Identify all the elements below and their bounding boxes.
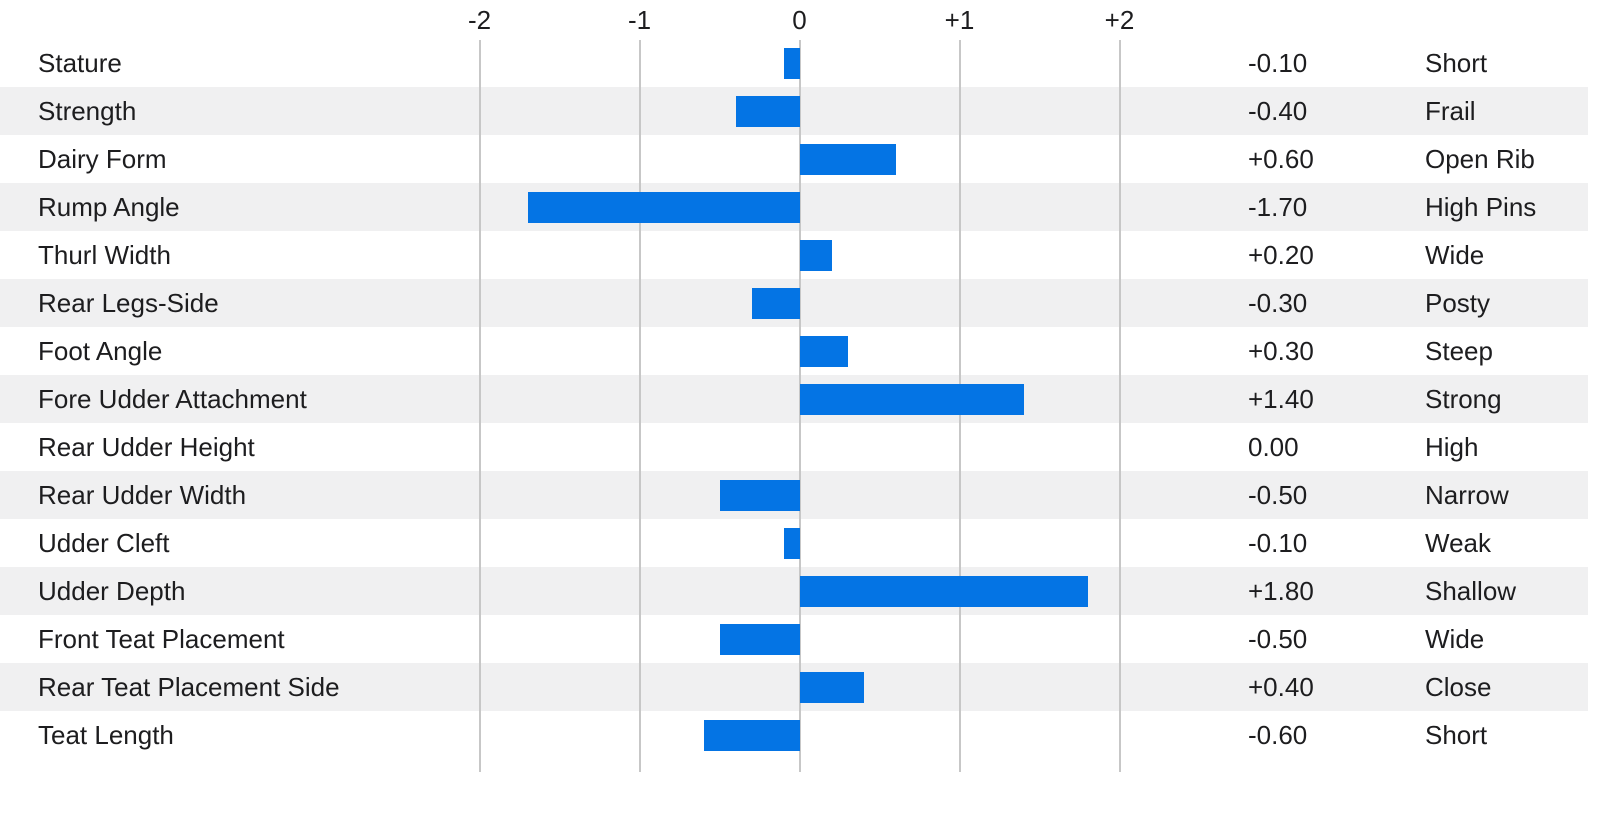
table-row: Rear Udder Height 0.00 High [0, 423, 1588, 471]
trait-label: Rear Udder Width [38, 480, 247, 510]
trait-descriptor: Steep [1425, 336, 1493, 366]
table-row: Udder Cleft -0.10 Weak [0, 519, 1588, 567]
trait-descriptor: High [1425, 432, 1479, 462]
trait-descriptor: Frail [1425, 96, 1476, 126]
trait-label: Fore Udder Attachment [38, 384, 307, 414]
trait-value: +0.30 [1248, 336, 1314, 366]
table-row: Rump Angle -1.70 High Pins [0, 183, 1588, 231]
trait-value-bar [799, 143, 896, 175]
trait-value-bar [783, 527, 800, 559]
table-row: Stature -0.10 Short [0, 39, 1588, 87]
table-row: Rear Teat Placement Side +0.40 Close [0, 663, 1588, 711]
trait-label: Stature [38, 48, 122, 78]
trait-label: Dairy Form [38, 144, 167, 174]
trait-label: Front Teat Placement [38, 624, 285, 654]
trait-descriptor: Wide [1425, 624, 1485, 654]
trait-value-bar [783, 47, 800, 79]
trait-value-bar [703, 719, 800, 751]
trait-value: +0.40 [1248, 672, 1314, 702]
x-axis-tick-label: +2 [1104, 5, 1135, 35]
trait-value-bar [751, 287, 800, 319]
trait-value: -0.10 [1248, 528, 1308, 558]
trait-descriptor: Strong [1425, 384, 1502, 414]
table-row: Front Teat Placement -0.50 Wide [0, 615, 1588, 663]
table-row: Rear Udder Width -0.50 Narrow [0, 471, 1588, 519]
trait-label: Thurl Width [38, 240, 171, 270]
trait-label: Rump Angle [38, 192, 180, 222]
x-axis-tick-label: -2 [467, 5, 492, 35]
table-row: Strength -0.40 Frail [0, 87, 1588, 135]
x-axis-tick-label: +1 [944, 5, 975, 35]
trait-value-bar [799, 671, 864, 703]
trait-label: Teat Length [38, 720, 174, 750]
trait-descriptor: Close [1425, 672, 1492, 702]
trait-value: +1.40 [1248, 384, 1314, 414]
trait-value: +0.60 [1248, 144, 1314, 174]
gridline [638, 40, 641, 772]
trait-value-bar [719, 623, 800, 655]
trait-label: Rear Teat Placement Side [38, 672, 340, 702]
trait-label: Udder Depth [38, 576, 186, 606]
trait-value: -0.40 [1248, 96, 1308, 126]
table-row: Udder Depth +1.80 Shallow [0, 567, 1588, 615]
trait-value: -0.10 [1248, 48, 1308, 78]
trait-value: -0.60 [1248, 720, 1308, 750]
trait-value: 0.00 [1248, 432, 1299, 462]
trait-value: -0.50 [1248, 480, 1308, 510]
table-row: Fore Udder Attachment +1.40 Strong [0, 375, 1588, 423]
trait-label: Rear Legs-Side [38, 288, 219, 318]
x-axis-tick-label: 0 [792, 5, 807, 35]
trait-value-bar [799, 383, 1024, 415]
trait-descriptor: High Pins [1425, 192, 1537, 222]
trait-value: +1.80 [1248, 576, 1314, 606]
trait-value-bar [527, 191, 800, 223]
table-row: Foot Angle +0.30 Steep [0, 327, 1588, 375]
table-row: Thurl Width +0.20 Wide [0, 231, 1588, 279]
trait-descriptor: Weak [1425, 528, 1491, 558]
trait-value-bar [735, 95, 800, 127]
trait-descriptor: Short [1425, 48, 1488, 78]
trait-descriptor: Shallow [1425, 576, 1517, 606]
trait-value-bar [799, 575, 1088, 607]
trait-descriptor: Short [1425, 720, 1488, 750]
trait-label: Foot Angle [38, 336, 163, 366]
table-row: Teat Length -0.60 Short [0, 711, 1588, 759]
gridline [1118, 40, 1121, 772]
trait-value-bar [719, 479, 800, 511]
trait-descriptor: Posty [1425, 288, 1491, 318]
trait-label: Strength [38, 96, 137, 126]
trait-value: -0.30 [1248, 288, 1308, 318]
trait-value: -0.50 [1248, 624, 1308, 654]
trait-label: Udder Cleft [38, 528, 170, 558]
trait-value: -1.70 [1248, 192, 1308, 222]
trait-descriptor: Narrow [1425, 480, 1509, 510]
trait-descriptor: Open Rib [1425, 144, 1535, 174]
x-axis-tick-label: -1 [627, 5, 652, 35]
trait-value-bar [799, 239, 832, 271]
trait-rows: Stature -0.10 Short Strength -0.40 Frail… [0, 39, 1588, 759]
trait-value-bar [799, 335, 848, 367]
trait-label: Rear Udder Height [38, 432, 255, 462]
table-row: Dairy Form +0.60 Open Rib [0, 135, 1588, 183]
gridline [478, 40, 481, 772]
table-row: Rear Legs-Side -0.30 Posty [0, 279, 1588, 327]
trait-descriptor: Wide [1425, 240, 1485, 270]
trait-value: +0.20 [1248, 240, 1314, 270]
